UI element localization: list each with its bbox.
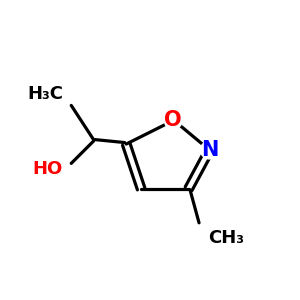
- Text: HO: HO: [32, 160, 62, 178]
- Text: O: O: [164, 110, 182, 130]
- Text: H₃C: H₃C: [28, 85, 64, 103]
- Text: CH₃: CH₃: [208, 229, 244, 247]
- Circle shape: [164, 111, 182, 129]
- Text: N: N: [201, 140, 218, 160]
- Circle shape: [200, 141, 218, 159]
